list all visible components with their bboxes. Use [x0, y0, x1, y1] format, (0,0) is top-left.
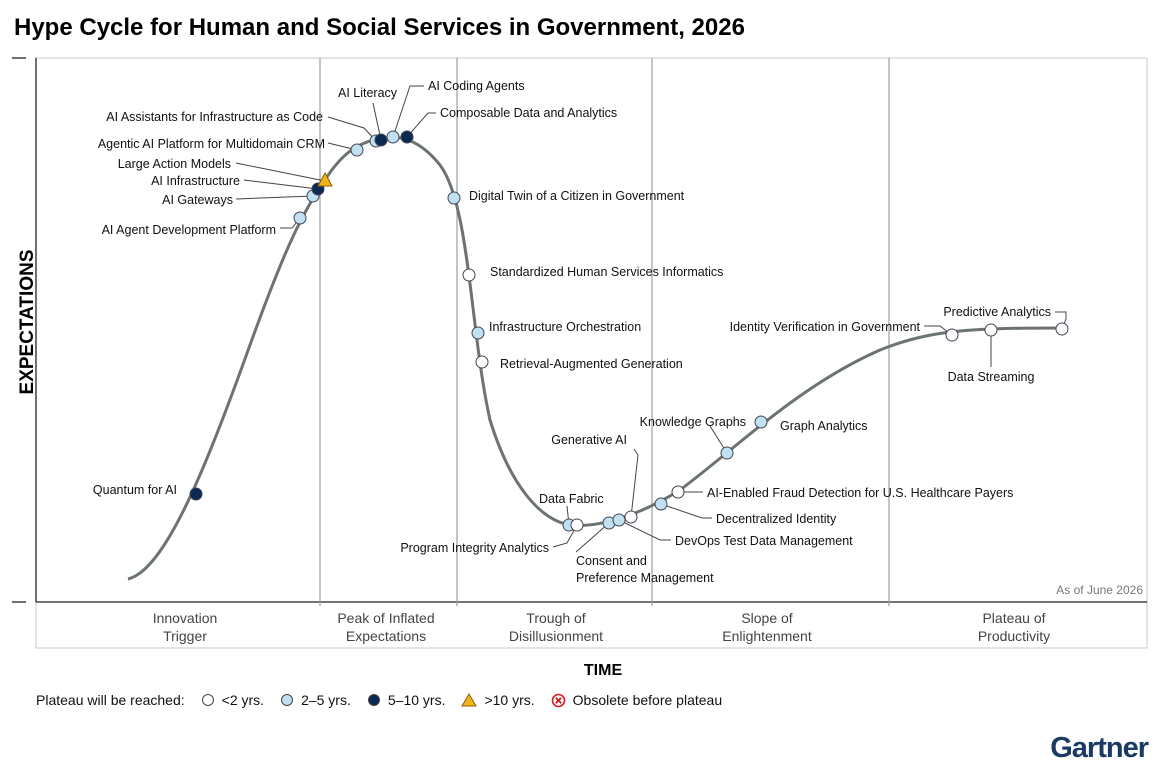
technology-marker: [754, 415, 768, 429]
technology-label: Program Integrity Analytics: [400, 541, 549, 555]
technology-marker: [945, 328, 959, 342]
legend-item-obsolete: Obsolete before plateau: [551, 692, 722, 708]
technology-label: Data Fabric: [539, 492, 604, 506]
phase-labels: Innovation Trigger Peak of Inflated Expecta…: [153, 610, 1050, 644]
hype-curve: [127, 135, 1063, 581]
label-leader-line: [235, 162, 326, 182]
technology-label: AI Assistants for Infrastructure as Code: [106, 110, 323, 124]
label-leader-line: [243, 179, 319, 190]
label-leader-line: [235, 195, 314, 200]
technology-label: AI Infrastructure: [151, 174, 240, 188]
technology-label: Predictive Analytics: [943, 305, 1051, 319]
phase-label-line2: Disillusionment: [509, 628, 603, 644]
phase-dividers: [319, 58, 890, 606]
technology-marker: [386, 130, 400, 144]
technology-marker: [462, 268, 476, 282]
gartner-logo: Gartner: [1050, 732, 1149, 764]
technology-label: Consent and: [576, 554, 647, 568]
as-of-date: As of June 2026: [1056, 583, 1143, 597]
legend-item-gt10: >10 yrs.: [461, 692, 535, 708]
legend-label: Plateau will be reached:: [36, 692, 185, 708]
technology-label: AI Literacy: [338, 86, 398, 100]
technology-label: Retrieval-Augmented Generation: [500, 357, 683, 371]
technology-label: Graph Analytics: [780, 419, 868, 433]
label-leader-line: [575, 522, 610, 553]
technology-label: Identity Verification in Government: [730, 320, 921, 334]
label-leader-line: [630, 448, 639, 518]
technology-marker-triangle: [317, 171, 333, 187]
technology-markers: [189, 130, 1069, 532]
technology-marker: [447, 191, 461, 205]
technology-marker: [293, 211, 307, 225]
technology-marker: [400, 130, 414, 144]
technology-marker: [984, 323, 998, 337]
technology-label: AI Gateways: [162, 193, 233, 207]
legend-2to5-text: 2–5 yrs.: [301, 692, 351, 708]
phase-label-line1: Slope of: [741, 610, 792, 626]
legend: Plateau will be reached: <2 yrs. 2–5 yrs…: [36, 690, 722, 710]
technology-marker: [1055, 322, 1069, 336]
legend-2to5-marker: [281, 694, 294, 706]
technology-marker: [350, 143, 364, 157]
label-leader-line: [660, 503, 712, 519]
legend-gt10-marker: [461, 693, 478, 707]
technology-label: Agentic AI Platform for Multidomain CRM: [98, 137, 325, 151]
technology-label: Infrastructure Orchestration: [489, 320, 641, 334]
label-leader-line: [552, 524, 578, 548]
legend-5to10-marker: [367, 694, 380, 706]
legend-item-lt2: <2 yrs.: [201, 692, 264, 708]
technology-label: Standardized Human Services Informatics: [490, 265, 723, 279]
legend-5to10-text: 5–10 yrs.: [387, 692, 446, 708]
legend-obsolete-text: Obsolete before plateau: [572, 692, 723, 708]
legend-lt2-marker: [201, 694, 214, 706]
technology-marker: [189, 487, 203, 501]
technology-label: AI Agent Development Platform: [102, 223, 276, 237]
legend-gt10-text: >10 yrs.: [484, 692, 535, 708]
technology-label: Large Action Models: [118, 157, 231, 171]
y-axis-label: EXPECTATIONS: [17, 250, 38, 395]
technology-marker: [570, 518, 584, 532]
technology-label: Decentralized Identity: [716, 512, 837, 526]
technology-label: AI Coding Agents: [428, 79, 525, 93]
legend-item-5to10: 5–10 yrs.: [367, 692, 446, 708]
legend-item-2to5: 2–5 yrs.: [280, 692, 351, 708]
phase-label-line2: Trigger: [163, 628, 207, 644]
technology-marker: [374, 133, 388, 147]
technology-labels: Quantum for AI AI Agent Development Platf…: [93, 79, 1051, 585]
technology-label: Knowledge Graphs: [640, 415, 746, 429]
phase-label-line1: Plateau of: [982, 610, 1045, 626]
label-leader-line: [618, 519, 671, 541]
legend-lt2-text: <2 yrs.: [221, 692, 265, 708]
label-leader-line: [392, 85, 424, 138]
technology-label: Quantum for AI: [93, 483, 177, 497]
technology-marker: [654, 497, 668, 511]
technology-marker: [612, 513, 626, 527]
label-leaders: [235, 85, 1067, 553]
technology-marker: [471, 326, 485, 340]
phase-label-line1: Peak of Inflated: [337, 610, 434, 626]
technology-label: DevOps Test Data Management: [675, 534, 853, 548]
label-leader-line: [406, 112, 436, 138]
chart-title: Hype Cycle for Human and Social Services…: [14, 14, 745, 41]
technology-label: Generative AI: [551, 433, 627, 447]
technology-label: Digital Twin of a Citizen in Government: [469, 189, 685, 203]
phase-label-line2: Enlightenment: [722, 628, 812, 644]
technology-label: Composable Data and Analytics: [440, 106, 617, 120]
technology-label: Preference Management: [576, 571, 714, 585]
technology-marker: [720, 446, 734, 460]
phase-label-line1: Trough of: [526, 610, 586, 626]
phase-label-line2: Productivity: [978, 628, 1050, 644]
phase-label-line1: Innovation: [153, 610, 218, 626]
legend-obsolete-marker: [551, 693, 565, 707]
technology-marker: [624, 510, 638, 524]
technology-label: AI-Enabled Fraud Detection for U.S. Heal…: [707, 486, 1013, 500]
technology-label: Data Streaming: [948, 370, 1035, 384]
technology-marker: [671, 485, 685, 499]
x-axis-label: TIME: [584, 662, 623, 679]
technology-marker: [475, 355, 489, 369]
chart-frame: [12, 57, 1148, 649]
plot-border: [35, 57, 1148, 649]
phase-label-line2: Expectations: [346, 628, 426, 644]
